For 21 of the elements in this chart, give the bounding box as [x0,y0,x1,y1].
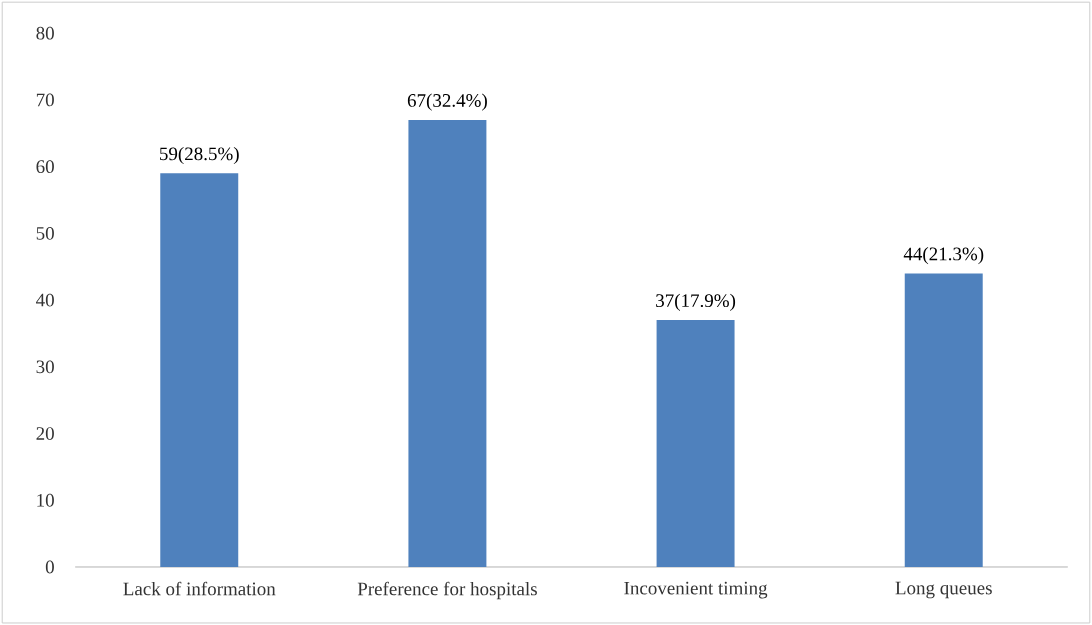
x-tick-label: Preference for hospitals [357,581,537,600]
y-tick-label: 0 [45,560,54,574]
data-label: 67(32.4%) [407,93,487,111]
y-tick-label: 70 [36,93,54,107]
y-tick-label: 80 [36,26,54,40]
y-tick-label: 30 [36,360,54,374]
data-label: 37(17.9%) [656,293,736,311]
x-tick-label: Lack of information [123,581,276,596]
bar [656,320,735,567]
bar [160,173,239,567]
data-label: 59(28.5%) [160,146,239,165]
y-tick-label: 60 [36,160,54,173]
y-tick-label: 50 [36,226,54,240]
y-tick-label: 40 [36,293,54,307]
x-tick-label: Incovenient timing [624,581,768,599]
data-label: 44(21.3%) [903,246,984,265]
bar [408,119,487,567]
bar [904,273,983,567]
y-tick-label: 20 [36,427,54,440]
y-tick-label: 10 [37,493,54,507]
x-tick-label: Long queues [895,581,992,599]
